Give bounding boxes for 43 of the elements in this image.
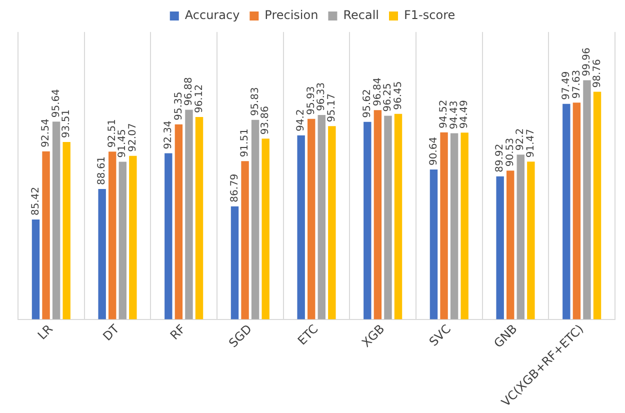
data-label: 95.62 — [362, 89, 374, 118]
legend-label: Accuracy — [184, 8, 240, 22]
x-tick-label: DT — [100, 321, 122, 344]
data-label: 94.52 — [438, 100, 450, 128]
data-label: 96.84 — [372, 78, 384, 106]
data-label: 94.43 — [448, 100, 460, 130]
data-label: 96.88 — [184, 77, 195, 106]
data-label: 91.47 — [526, 128, 537, 158]
data-label: 90.53 — [504, 138, 516, 167]
data-label: 90.64 — [428, 136, 440, 166]
legend-label: Recall — [343, 8, 380, 22]
data-label: 93.86 — [260, 106, 272, 135]
data-label: 85.42 — [30, 186, 42, 216]
data-label: 94.2 — [296, 109, 307, 132]
data-label: 99.96 — [582, 48, 593, 76]
x-tick-label: LR — [34, 322, 56, 342]
legend-label: F1-score — [404, 8, 456, 22]
data-label: 95.64 — [50, 88, 62, 118]
legend-label: Precision — [264, 8, 318, 22]
data-label: 92.2 — [515, 128, 526, 151]
data-label: 91.51 — [240, 128, 251, 158]
data-label: 92.07 — [128, 123, 139, 152]
data-label: 97.49 — [561, 71, 572, 100]
data-label: 92.34 — [163, 120, 174, 150]
data-label: 97.63 — [571, 70, 582, 99]
data-label: 91.45 — [117, 129, 128, 158]
data-label: 92.54 — [40, 118, 52, 148]
data-label: 94.49 — [459, 100, 470, 129]
data-label: 96.25 — [382, 83, 394, 112]
data-label: 96.33 — [316, 82, 328, 112]
data-label: 96.12 — [194, 84, 205, 114]
data-label: 95.35 — [173, 92, 184, 120]
x-tick-label: RF — [167, 322, 188, 342]
data-label: 88.61 — [96, 156, 108, 185]
data-label: 96.45 — [392, 81, 404, 110]
data-label: 93.51 — [61, 109, 72, 138]
data-label: 95.93 — [306, 86, 317, 115]
data-label: 86.79 — [229, 174, 240, 202]
data-label: 95.17 — [326, 93, 338, 122]
data-label: 95.83 — [250, 87, 261, 116]
data-label: 98.76 — [592, 59, 603, 88]
data-label: 92.51 — [106, 118, 118, 148]
data-label: 89.92 — [494, 144, 506, 172]
